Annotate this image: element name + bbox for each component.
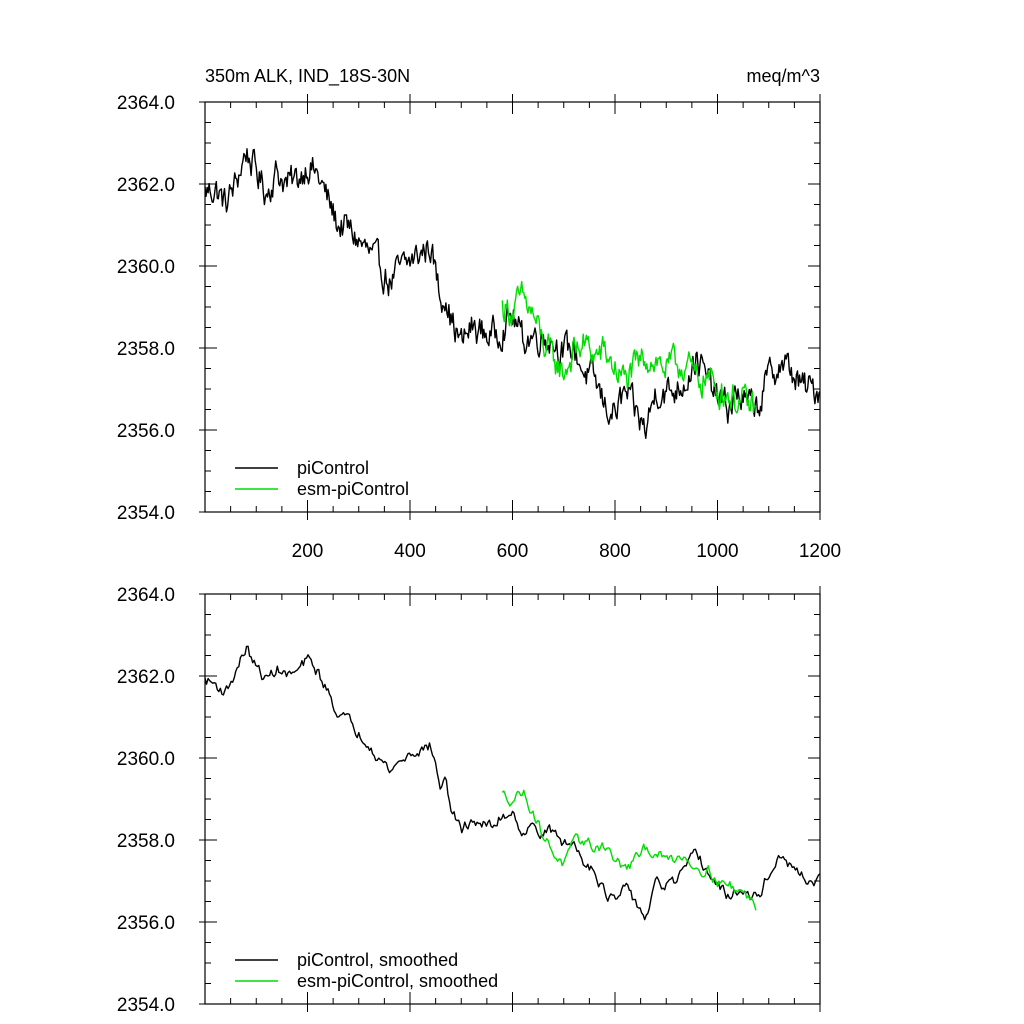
series-line-esm-picontrol: [501, 280, 757, 414]
top-plot-frame: [204, 101, 821, 513]
chart-units: meq/m^3: [747, 66, 820, 86]
chart-title: 350m ALK, IND_18S-30N: [205, 66, 410, 87]
bottom-ticks: [199, 586, 821, 1012]
bottom-y-tick-labels: 2354.0 2356.0 2358.0 2360.0 2362.0 2364.0: [117, 585, 175, 1016]
y-tick-label: 2360.0: [117, 257, 175, 278]
x-tick-label: 1200: [799, 541, 841, 562]
legend-label: esm-piControl: [297, 479, 409, 499]
series-line-picontrol: [204, 148, 821, 439]
x-tick-label: 400: [394, 541, 426, 562]
x-tick-label: 1000: [696, 541, 738, 562]
legend-label: piControl, smoothed: [297, 950, 458, 970]
y-tick-label: 2358.0: [117, 339, 175, 360]
y-tick-label: 2354.0: [117, 995, 175, 1016]
y-tick-label: 2358.0: [117, 831, 175, 852]
top-series: [204, 148, 821, 439]
bottom-series: [204, 645, 821, 921]
x-tick-label: 800: [599, 541, 631, 562]
top-ticks: [199, 94, 821, 520]
y-tick-label: 2364.0: [117, 93, 175, 114]
x-tick-label: 200: [292, 541, 324, 562]
top-x-tick-labels: 200 400 600 800 1000 1200: [292, 541, 841, 562]
y-tick-label: 2356.0: [117, 421, 175, 442]
x-tick-label: 600: [497, 541, 529, 562]
top-panel: 350m ALK, IND_18S-30N meq/m^3 2354.0 2356…: [117, 66, 841, 562]
y-tick-label: 2362.0: [117, 175, 175, 196]
y-tick-label: 2356.0: [117, 913, 175, 934]
y-tick-label: 2362.0: [117, 667, 175, 688]
y-tick-label: 2360.0: [117, 749, 175, 770]
legend-label: esm-piControl, smoothed: [297, 971, 498, 991]
y-tick-label: 2364.0: [117, 585, 175, 606]
legend-label: piControl: [297, 458, 369, 478]
y-tick-label: 2354.0: [117, 503, 175, 524]
top-y-tick-labels: 2354.0 2356.0 2358.0 2360.0 2362.0 2364.0: [117, 93, 175, 524]
series-line-esm-picontrol: [501, 789, 757, 911]
series-line-picontrol: [204, 645, 821, 921]
bottom-panel: 2354.0 2356.0 2358.0 2360.0 2362.0 2364.0 piC…: [117, 585, 821, 1016]
